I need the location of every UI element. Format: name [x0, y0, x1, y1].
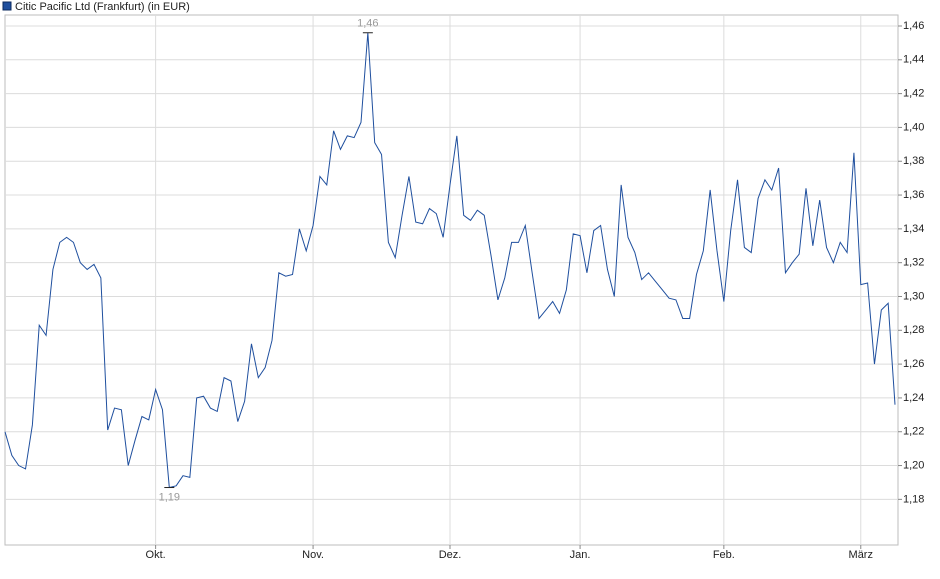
y-tick-label: 1,44	[903, 54, 924, 66]
y-tick-label: 1,20	[903, 459, 924, 471]
y-tick-label: 1,22	[903, 426, 924, 438]
y-tick-label: 1,18	[903, 493, 924, 505]
y-tick-label: 1,34	[903, 223, 924, 235]
x-tick-label: Feb.	[713, 549, 735, 561]
x-tick-label: Nov.	[302, 549, 324, 561]
legend-label: Citic Pacific Ltd (Frankfurt) (in EUR)	[15, 1, 190, 13]
price-line	[4, 32, 896, 489]
x-tick-label: Okt.	[146, 549, 166, 561]
y-tick-label: 1,40	[903, 121, 924, 133]
high-label: 1,46	[357, 18, 378, 30]
y-tick-label: 1,30	[903, 290, 924, 302]
y-tick-label: 1,38	[903, 155, 924, 167]
plot-frame	[4, 14, 899, 546]
low-label: 1,19	[159, 491, 180, 503]
y-tick-label: 1,46	[903, 20, 924, 32]
y-tick-label: 1,26	[903, 358, 924, 370]
y-tick-label: 1,24	[903, 392, 924, 404]
y-tick-label: 1,32	[903, 257, 924, 269]
x-tick-label: März	[849, 549, 873, 561]
legend-swatch	[2, 1, 12, 11]
y-tick-label: 1,36	[903, 189, 924, 201]
x-tick-label: Jan.	[570, 549, 591, 561]
x-tick-label: Dez.	[439, 549, 462, 561]
y-tick-label: 1,42	[903, 88, 924, 100]
y-tick-label: 1,28	[903, 324, 924, 336]
